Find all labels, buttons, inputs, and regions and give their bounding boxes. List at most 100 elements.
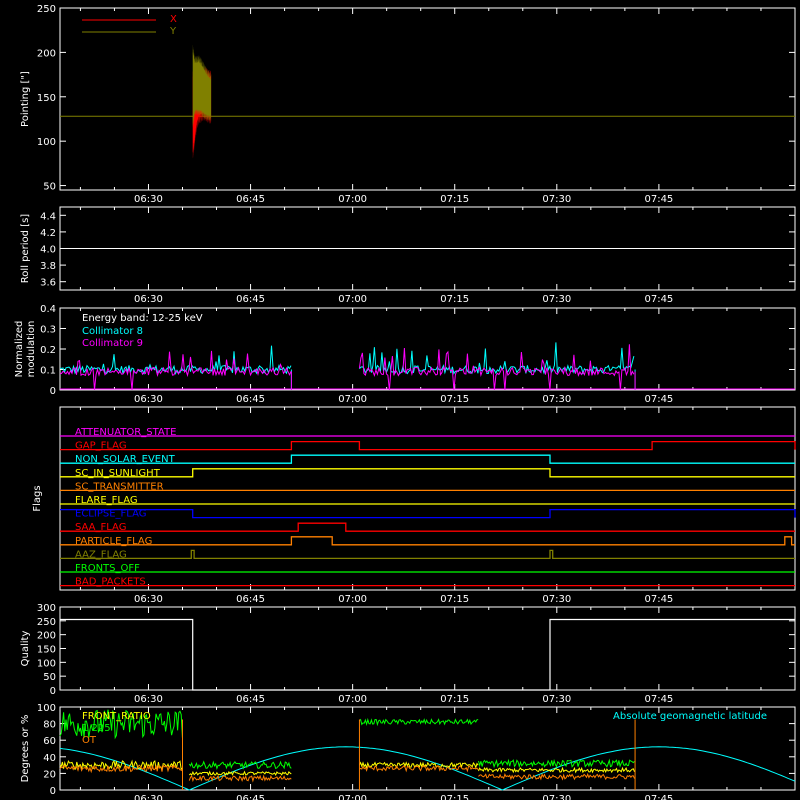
y-axis-label: Flags <box>32 485 43 511</box>
modulation-series-collimator-8 <box>359 342 635 375</box>
panel-frame-3 <box>59 406 796 591</box>
flag-label-particle_flag: PARTICLE_FLAG <box>75 536 152 547</box>
legend-label-X: X <box>170 14 177 25</box>
y-axis-label: Roll period [s] <box>20 214 31 283</box>
y-tick-label: 250 <box>37 4 56 15</box>
y-tick-label: 60 <box>43 736 56 747</box>
y-tick-label: 4.4 <box>40 211 56 222</box>
modulation-legend-0: Collimator 8 <box>82 326 143 337</box>
modulation-series-collimator-9 <box>358 344 635 391</box>
y-axis-label: modulation <box>26 321 37 378</box>
panel-frame-0 <box>59 7 796 191</box>
x-tick-label: 07:15 <box>440 694 469 705</box>
y-tick-label: 0.3 <box>40 325 56 336</box>
x-tick-label: 07:45 <box>644 794 673 800</box>
x-tick-label: 06:45 <box>236 794 265 800</box>
x-tick-label: 07:45 <box>644 294 673 305</box>
front-ratio-late <box>478 766 635 774</box>
legend-label-Y: Y <box>169 26 177 37</box>
y-tick-label: 0.4 <box>40 304 56 315</box>
energy-band-label: Energy band: 12-25 keV <box>82 313 203 324</box>
flag-label-bad_packets: BAD_PACKETS <box>75 577 146 588</box>
x-tick-label: 07:15 <box>440 594 469 605</box>
flag-label-saa_flag: SAA_FLAG <box>75 522 126 533</box>
green-ratio <box>188 760 292 771</box>
green-ratio-mid <box>359 717 479 727</box>
y-tick-label: 300 <box>37 603 56 614</box>
y-tick-label: 50 <box>43 672 56 683</box>
flag-label-attenuator_state: ATTENUATOR_STATE <box>75 427 176 438</box>
y-tick-label: 20 <box>43 769 56 780</box>
flag-label-eclipse_flag: ECLIPSE_FLAG <box>75 509 146 520</box>
x-tick-label: 07:00 <box>338 794 367 800</box>
y-tick-label: 100 <box>37 137 56 148</box>
x-tick-label: 06:30 <box>134 694 163 705</box>
quality-line <box>60 618 795 691</box>
x-tick-label: 07:30 <box>542 394 571 405</box>
x-tick-label: 07:00 <box>338 594 367 605</box>
flag-line-sc_in_sunlight <box>60 468 795 478</box>
orange-ratio-early <box>59 764 183 774</box>
x-tick-label: 07:30 <box>542 294 571 305</box>
ratio-legend-0: FRONT_RATIO <box>82 711 151 722</box>
x-tick-label: 07:00 <box>338 394 367 405</box>
x-tick-label: 07:45 <box>644 694 673 705</box>
orange-ratio <box>188 774 292 783</box>
ratio-legend-2: OT <box>82 735 97 746</box>
y-tick-label: 80 <box>43 720 56 731</box>
x-tick-label: 07:30 <box>542 694 571 705</box>
y-tick-label: 100 <box>37 658 56 669</box>
latitude-label: Absolute geomagnetic latitude <box>613 711 767 722</box>
y-axis-label: Pointing ["] <box>20 71 31 127</box>
y-tick-label: 0.1 <box>40 366 56 377</box>
flag-label-fronts_off: FRONTS_OFF <box>75 563 140 574</box>
flag-line-non_solar_event <box>60 454 795 464</box>
y-tick-label: 0.2 <box>40 345 56 356</box>
x-tick-label: 07:30 <box>542 794 571 800</box>
y-tick-label: 50 <box>43 182 56 193</box>
flag-line-gap_flag <box>60 440 796 451</box>
y-tick-label: 200 <box>37 631 56 642</box>
x-tick-label: 06:45 <box>236 294 265 305</box>
y-tick-label: 0 <box>50 786 56 797</box>
y-tick-label: 4.0 <box>40 245 56 256</box>
y-tick-label: 0 <box>50 686 56 697</box>
y-tick-label: 100 <box>37 703 56 714</box>
pointing-series-Y <box>192 44 212 128</box>
y-axis-label: Quality <box>20 631 31 667</box>
flag-line-eclipse_flag <box>60 508 796 519</box>
y-tick-label: 0 <box>50 386 56 397</box>
y-tick-label: 3.8 <box>40 261 56 272</box>
flag-line-saa_flag <box>60 522 795 532</box>
x-tick-label: 07:15 <box>440 294 469 305</box>
x-tick-label: 07:45 <box>644 594 673 605</box>
front-ratio <box>188 770 292 777</box>
y-tick-label: 150 <box>37 645 56 656</box>
x-tick-label: 06:30 <box>134 794 163 800</box>
flag-label-sc_in_sunlight: SC_IN_SUNLIGHT <box>75 468 161 479</box>
y-tick-label: 150 <box>37 93 56 104</box>
y-tick-label: 250 <box>37 617 56 628</box>
x-tick-label: 07:15 <box>440 394 469 405</box>
x-tick-label: 06:30 <box>134 394 163 405</box>
flag-label-sc_transmitter: SC_TRANSMITTER <box>75 481 164 492</box>
x-tick-label: 06:30 <box>134 294 163 305</box>
x-tick-label: 07:00 <box>338 694 367 705</box>
x-tick-label: 06:30 <box>134 194 163 205</box>
y-axis-label: Degrees or % <box>20 715 31 783</box>
x-tick-label: 07:45 <box>644 194 673 205</box>
green-ratio-early <box>59 709 183 740</box>
y-axis-label: Normalized <box>14 321 25 378</box>
flag-label-aaz_flag: AAZ_FLAG <box>75 549 127 560</box>
x-tick-label: 07:15 <box>440 794 469 800</box>
x-tick-label: 07:15 <box>440 194 469 205</box>
x-tick-label: 07:00 <box>338 294 367 305</box>
flag-line-particle_flag <box>60 536 795 546</box>
green-ratio-late <box>478 758 635 769</box>
x-tick-label: 07:30 <box>542 594 571 605</box>
x-tick-label: 06:45 <box>236 194 265 205</box>
orange-ratio-late <box>478 772 635 781</box>
flag-line-aaz_flag <box>60 549 795 560</box>
x-tick-label: 07:00 <box>338 194 367 205</box>
